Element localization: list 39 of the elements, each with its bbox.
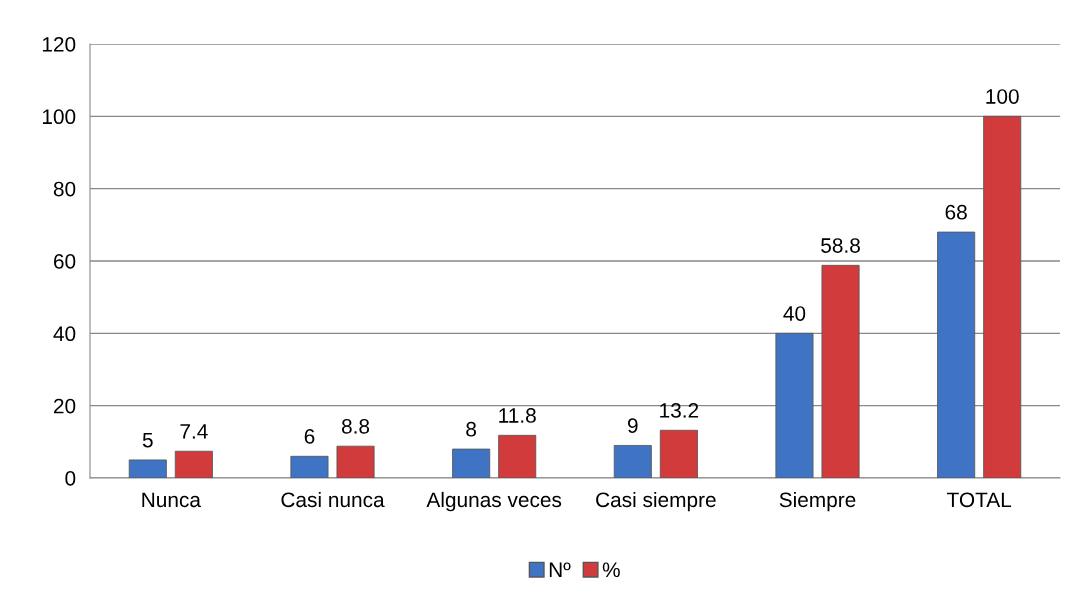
data-label: 5 [142, 432, 153, 448]
bar [983, 115, 1022, 478]
data-label: 13.2 [660, 403, 699, 418]
bar [775, 332, 814, 478]
legend-label: % [602, 562, 620, 578]
x-tick-label: Casi nunca [281, 491, 385, 508]
data-label: 58.8 [821, 238, 860, 253]
legend-label: Nº [549, 562, 571, 577]
bar [290, 455, 329, 478]
y-tick-label: 20 [53, 398, 76, 414]
y-tick-label: 40 [53, 326, 76, 342]
data-label: 40 [783, 306, 806, 321]
data-label: 6 [304, 429, 315, 444]
x-tick-label: Nunca [142, 492, 201, 508]
bar [128, 459, 167, 478]
data-label: 8.8 [341, 418, 370, 434]
data-label: 8 [466, 421, 477, 437]
y-tick-label: 120 [42, 37, 76, 52]
data-label: 68 [945, 204, 967, 220]
bar [821, 264, 860, 478]
y-tick-label: 0 [65, 471, 76, 486]
bar [174, 450, 213, 478]
data-label: 100 [986, 89, 1019, 104]
bar [498, 434, 537, 478]
bar [452, 448, 491, 478]
bar [937, 231, 976, 478]
x-tick-label: Siempre [779, 491, 856, 512]
y-tick-label: 60 [54, 254, 76, 269]
bar [659, 429, 698, 478]
data-label: 11.8 [499, 408, 536, 423]
x-tick-label: Casi siempre [596, 491, 716, 512]
bar [613, 445, 652, 478]
bar [336, 445, 375, 478]
y-tick-label: 80 [53, 181, 76, 197]
y-tick-label: 100 [42, 109, 76, 125]
data-label: 7.4 [180, 424, 208, 439]
data-label: 9 [627, 418, 638, 433]
x-tick-label: TOTAL [947, 492, 1012, 508]
x-tick-label: Algunas veces [426, 491, 562, 512]
